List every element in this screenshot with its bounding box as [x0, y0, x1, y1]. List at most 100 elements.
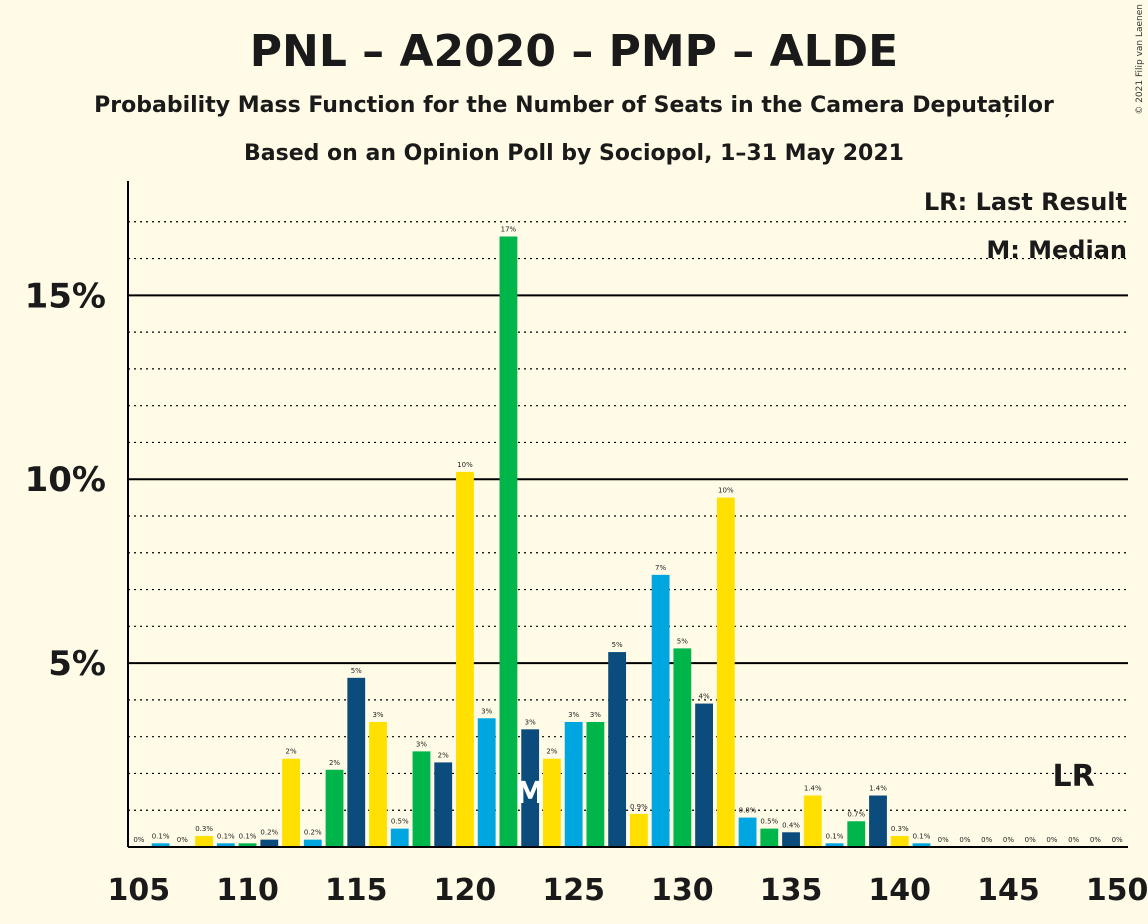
- y-tick-15: 15%: [25, 276, 106, 316]
- chart-subtitle: Probability Mass Function for the Number…: [94, 93, 1054, 118]
- x-tick-145: 145: [977, 873, 1040, 908]
- bar-seat-111: [260, 839, 279, 847]
- bar-seat-134: [760, 828, 779, 847]
- x-tick-140: 140: [868, 873, 931, 908]
- bar-seat-124: [543, 758, 561, 847]
- bar-seat-112: [282, 758, 300, 847]
- x-tick-135: 135: [760, 873, 823, 908]
- bar-label-seat-127: 5%: [612, 641, 623, 649]
- bar-seat-115: [347, 677, 366, 847]
- bar-label-seat-150: 0%: [1112, 836, 1123, 844]
- bar-label-seat-143: 0%: [959, 836, 970, 844]
- x-tick-labels: 105 110 115 120 125 130 135 140 145 150: [108, 873, 1148, 908]
- bar-label-seat-148: 0%: [1068, 836, 1079, 844]
- bar-seat-140: [890, 835, 909, 847]
- bar-seat-138: [847, 821, 866, 847]
- bar-label-seat-149: 0%: [1090, 836, 1101, 844]
- y-tick-10: 10%: [25, 460, 106, 500]
- bar-seat-127: [608, 652, 627, 847]
- bar-label-seat-131: 4%: [699, 693, 710, 701]
- bar-label-seat-108: 0.3%: [195, 825, 213, 833]
- bar-seat-118: [412, 751, 431, 847]
- bar-label-seat-105: 0%: [133, 836, 144, 844]
- bar-seat-121: [477, 718, 496, 847]
- bar-seat-130: [673, 648, 692, 847]
- bar-label-seat-145: 0%: [1003, 836, 1014, 844]
- bar-label-seat-122: 17%: [501, 225, 517, 233]
- x-tick-120: 120: [434, 873, 497, 908]
- bar-label-seat-107: 0%: [177, 836, 188, 844]
- bar-seat-133: [738, 817, 757, 847]
- bar-label-seat-130: 5%: [677, 637, 688, 645]
- bar-label-seat-115: 5%: [351, 667, 362, 675]
- bar-label-seat-139: 1.4%: [869, 785, 887, 793]
- bar-seat-120: [456, 471, 474, 847]
- bar-label-seat-125: 3%: [568, 711, 579, 719]
- bar-label-seat-114: 2%: [329, 759, 340, 767]
- bar-label-seat-129: 7%: [655, 564, 666, 572]
- bar-label-seat-106: 0.1%: [152, 832, 170, 840]
- bar-seat-114: [325, 769, 344, 847]
- bar-seat-136: [803, 795, 822, 847]
- bar-label-seat-112: 2%: [285, 748, 296, 756]
- bar-label-seat-134: 0.5%: [760, 818, 778, 826]
- bar-label-seat-113: 0.2%: [304, 829, 322, 837]
- x-tick-150: 150: [1086, 873, 1148, 908]
- bar-label-seat-121: 3%: [481, 707, 492, 715]
- bar-label-seat-141: 0.1%: [913, 832, 931, 840]
- bar-label-seat-118: 3%: [416, 740, 427, 748]
- chart-title: PNL – A2020 – PMP – ALDE: [250, 26, 898, 77]
- grid-lines: [128, 221, 1128, 811]
- bar-label-seat-110: 0.1%: [239, 832, 257, 840]
- legend-median: M: Median: [986, 236, 1127, 264]
- bar-labels: 0% 0.1% 0%0.3%0.1% 0.1% 0.2%2%0.2%2%5%3%0.5%…: [133, 225, 1123, 844]
- bar-label-seat-147: 0%: [1046, 836, 1057, 844]
- bar-label-seat-111: 0.2%: [260, 829, 278, 837]
- bar-label-seat-138: 0.7%: [847, 810, 865, 818]
- bar-seat-106: [151, 843, 170, 847]
- bar-seat-131: [695, 703, 713, 847]
- bar-seat-135: [782, 832, 800, 847]
- y-tick-labels: 5% 10% 15%: [25, 276, 106, 684]
- bars: [151, 236, 931, 847]
- bar-seat-122: [499, 236, 518, 847]
- bar-seat-108: [195, 835, 213, 847]
- bar-label-seat-126: 3%: [590, 711, 601, 719]
- bar-label-seat-124: 2%: [546, 748, 557, 756]
- y-tick-5: 5%: [48, 644, 106, 684]
- bar-seat-116: [369, 721, 387, 847]
- bar-label-seat-128: 0.9%: [630, 803, 648, 811]
- x-tick-105: 105: [108, 873, 171, 908]
- last-result-marker: LR: [1053, 759, 1095, 794]
- x-tick-130: 130: [651, 873, 714, 908]
- bar-seat-110: [238, 843, 257, 847]
- chart-subtitle-2: Based on an Opinion Poll by Sociopol, 1–…: [244, 141, 904, 166]
- bar-label-seat-109: 0.1%: [217, 832, 235, 840]
- bar-seat-123: [521, 729, 540, 847]
- bar-label-seat-116: 3%: [372, 711, 383, 719]
- bar-seat-132: [716, 497, 735, 847]
- bar-label-seat-140: 0.3%: [891, 825, 909, 833]
- legend-last-result: LR: Last Result: [924, 188, 1127, 216]
- bar-label-seat-119: 2%: [438, 751, 449, 759]
- bar-seat-126: [586, 721, 605, 847]
- bar-seat-128: [629, 813, 648, 847]
- bar-seat-119: [434, 762, 453, 847]
- bar-label-seat-137: 0.1%: [826, 832, 844, 840]
- bar-seat-139: [869, 795, 887, 847]
- bar-seat-113: [303, 839, 322, 847]
- x-tick-110: 110: [216, 873, 279, 908]
- bar-label-seat-146: 0%: [1025, 836, 1036, 844]
- bar-seat-125: [564, 721, 583, 847]
- bar-seat-109: [216, 843, 235, 847]
- x-tick-125: 125: [542, 873, 605, 908]
- x-tick-115: 115: [325, 873, 388, 908]
- bar-label-seat-142: 0%: [938, 836, 949, 844]
- copyright-text: © 2021 Filip van Laenen: [1135, 4, 1145, 115]
- axes: [127, 181, 1128, 848]
- bar-label-seat-117: 0.5%: [391, 818, 409, 826]
- median-marker: M: [515, 776, 545, 811]
- bar-label-seat-120: 10%: [457, 461, 473, 469]
- bar-label-seat-136: 1.4%: [804, 785, 822, 793]
